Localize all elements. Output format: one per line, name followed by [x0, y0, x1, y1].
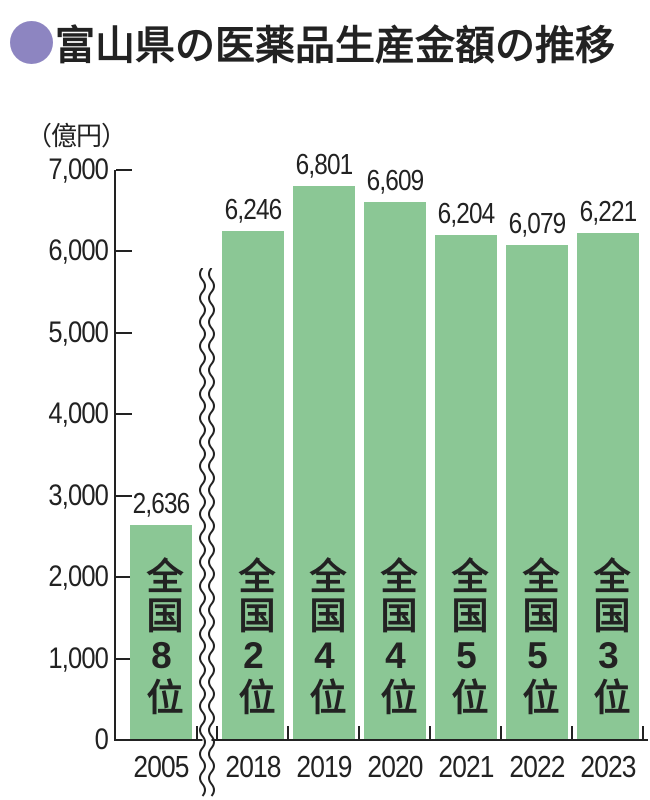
chart-title: 富山県の医薬品生産金額の推移	[55, 24, 615, 68]
y-axis-tick-label: 6,000	[48, 234, 108, 268]
bar-rank-label: 全国4位	[303, 557, 345, 717]
bar-rank-label: 全国3位	[587, 557, 629, 717]
y-axis-tick-label: 0	[94, 723, 109, 756]
x-axis-category-label: 2023	[580, 749, 636, 784]
y-axis-tick	[116, 250, 132, 253]
x-axis-tick	[287, 726, 289, 740]
x-axis-line	[114, 739, 648, 741]
y-axis-tick-label: 3,000	[48, 478, 108, 512]
y-axis-tick	[116, 413, 132, 416]
y-axis-tick	[116, 657, 132, 660]
y-axis-tick	[116, 331, 132, 334]
bar-2019	[293, 186, 355, 739]
bar-2021	[435, 234, 497, 739]
axis-break-wavy-icon	[199, 268, 215, 800]
bar-rank-label: 全国8位	[140, 557, 182, 717]
x-axis-tick	[358, 726, 360, 740]
bar-2023	[577, 233, 639, 739]
bar-value-label: 6,221	[579, 196, 638, 229]
bar-rank-label: 全国5位	[445, 557, 487, 717]
y-axis-unit-label: （億円）	[26, 121, 127, 151]
bar-value-label: 6,609	[366, 164, 425, 197]
bar-2018	[222, 231, 284, 739]
y-axis-line	[114, 170, 116, 741]
bar-2005	[130, 525, 192, 739]
x-axis-category-label: 2022	[509, 749, 565, 784]
bar-value-label: 6,246	[224, 194, 283, 227]
x-axis-category-label: 2005	[133, 749, 189, 784]
y-axis-tick-label: 5,000	[48, 315, 108, 349]
x-axis-tick	[642, 726, 644, 740]
y-axis-tick	[116, 169, 132, 171]
y-axis-tick-label: 1,000	[48, 641, 108, 675]
y-axis-tick-label: 2,000	[48, 560, 108, 594]
x-axis-tick	[216, 726, 218, 740]
x-axis-category-label: 2018	[225, 749, 281, 784]
title-row: 富山県の医薬品生産金額の推移	[10, 13, 615, 71]
bar-value-label: 6,204	[437, 197, 496, 230]
y-axis-tick	[116, 494, 132, 497]
x-axis-tick	[571, 726, 573, 740]
bar-rank-label: 全国5位	[516, 557, 558, 717]
x-axis-category-label: 2021	[438, 749, 494, 784]
bar-rank-label: 全国4位	[374, 557, 416, 717]
bar-value-label: 6,079	[508, 207, 567, 240]
x-axis-category-label: 2019	[296, 749, 352, 784]
x-axis-tick	[429, 726, 431, 740]
bar-2020	[364, 201, 426, 739]
y-axis-tick-label: 4,000	[48, 397, 108, 431]
title-bullet-icon	[10, 20, 53, 64]
bar-value-label: 2,636	[132, 488, 191, 521]
x-axis-category-label: 2020	[367, 749, 423, 784]
bar-2022	[506, 244, 568, 739]
bar-rank-label: 全国2位	[232, 557, 274, 717]
x-axis-tick	[196, 726, 198, 740]
y-axis-tick-label: 7,000	[48, 153, 108, 186]
x-axis-tick	[500, 726, 502, 740]
bar-value-label: 6,801	[295, 149, 354, 182]
y-axis-tick	[116, 576, 132, 579]
